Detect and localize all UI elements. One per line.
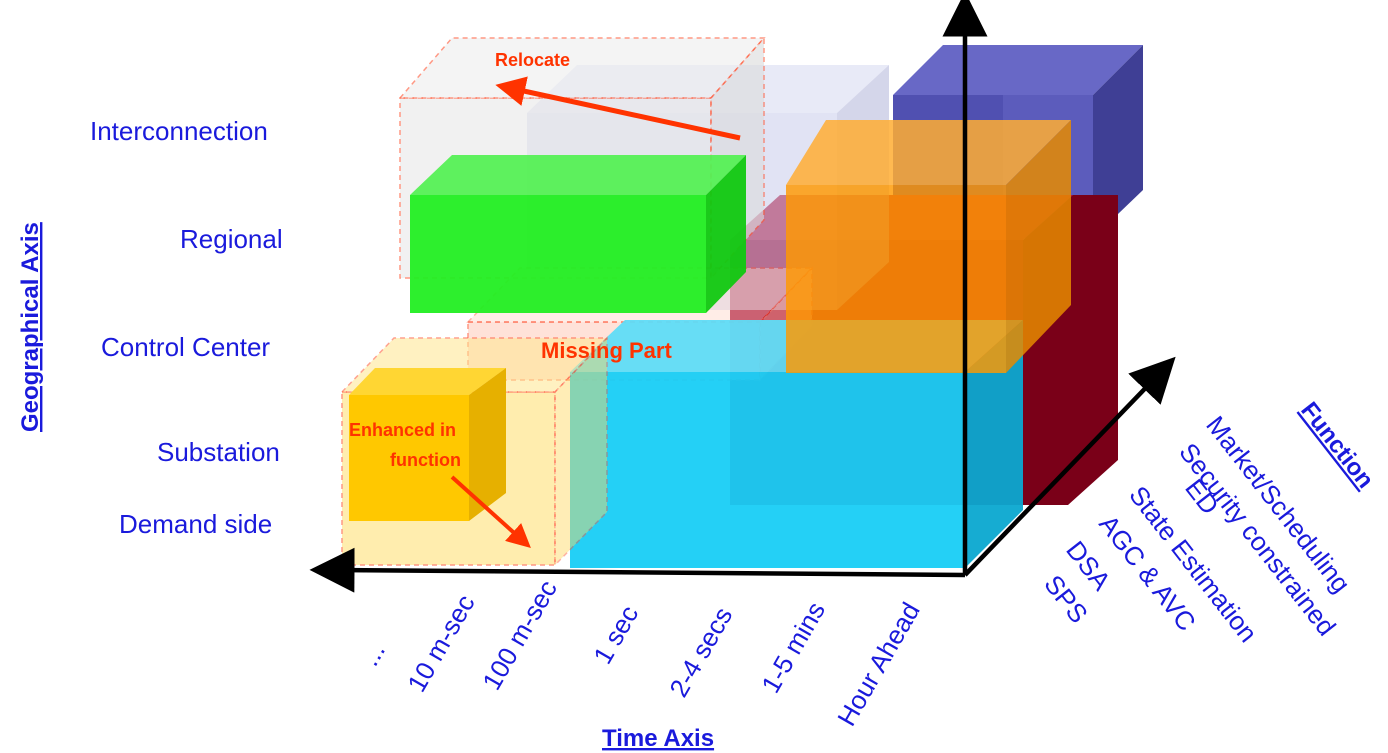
function-axis-title: Function (1295, 397, 1379, 493)
time-tick-1sec: 1 sec (587, 600, 644, 669)
time-axis-title: Time Axis (602, 725, 714, 752)
missing-part-label: Missing Part (541, 338, 672, 363)
time-tick-ellipsis: ... (354, 637, 391, 671)
time-axis-line (309, 547, 966, 593)
green-box (410, 155, 746, 313)
time-tick-hour-ahead: Hour Ahead (831, 597, 926, 731)
relocate-label: Relocate (495, 50, 570, 70)
geo-level-interconnection: Interconnection (90, 116, 268, 146)
geo-level-demand-side: Demand side (119, 509, 272, 539)
enhanced-label-line2: function (390, 450, 461, 470)
time-tick-2-4secs: 2-4 secs (663, 602, 738, 702)
relocate-arrow (495, 76, 741, 141)
geo-axis-title: Geographical Axis (17, 222, 44, 432)
function-axis-line (963, 356, 1176, 577)
geo-level-control-center: Control Center (101, 332, 270, 362)
enhanced-arrow (450, 475, 531, 549)
time-tick-1-5mins: 1-5 mins (755, 597, 831, 698)
time-tick-100msec: 100 m-sec (476, 575, 563, 695)
gold-box (349, 368, 506, 521)
orange-box (786, 120, 1071, 373)
geo-level-regional: Regional (180, 224, 283, 254)
time-tick-10msec: 10 m-sec (401, 589, 480, 697)
enhanced-label-line1: Enhanced in (349, 420, 456, 440)
geo-level-substation: Substation (157, 437, 280, 467)
